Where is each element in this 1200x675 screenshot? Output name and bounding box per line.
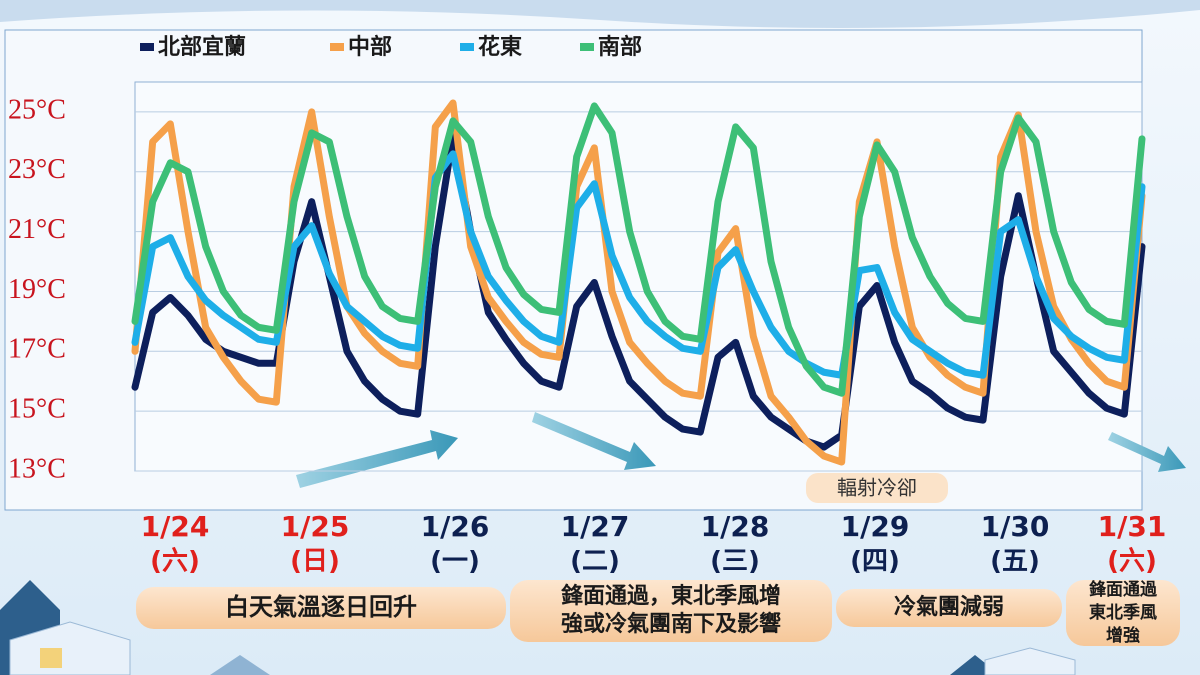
y-tick-label: 15°C bbox=[8, 394, 66, 425]
date-label: 1/29 bbox=[841, 510, 910, 543]
scenery bbox=[0, 580, 1076, 675]
legend-swatch bbox=[580, 43, 594, 51]
y-tick-label: 13°C bbox=[8, 453, 66, 484]
series-line bbox=[131, 150, 1146, 379]
date-label: 1/30 bbox=[981, 510, 1050, 543]
weekday-label: (一) bbox=[430, 547, 480, 577]
y-tick-label: 17°C bbox=[8, 334, 66, 365]
annotation-box bbox=[806, 473, 948, 503]
arrow-down bbox=[532, 412, 656, 470]
banner-text: 東北季風 bbox=[1089, 602, 1157, 623]
banner bbox=[836, 589, 1062, 627]
weekday-label: (三) bbox=[710, 547, 760, 577]
hill bbox=[210, 655, 270, 675]
banner bbox=[136, 587, 506, 629]
banner-text: 鋒面通過，東北季風增 bbox=[560, 583, 781, 609]
weekday-label: (五) bbox=[990, 547, 1040, 577]
window bbox=[40, 648, 62, 668]
banner bbox=[510, 580, 832, 642]
weekday-label: (六) bbox=[150, 547, 200, 577]
house bbox=[984, 647, 1076, 675]
banner-text: 冷氣團減弱 bbox=[894, 594, 1004, 620]
arrow-down-right bbox=[1108, 432, 1186, 472]
banner bbox=[1066, 580, 1180, 646]
y-tick-label: 21°C bbox=[8, 214, 66, 245]
date-label: 1/25 bbox=[281, 510, 350, 543]
legend-label: 南部 bbox=[598, 34, 642, 60]
banner-text: 強或冷氣團南下及影響 bbox=[561, 611, 781, 637]
weekday-label: (四) bbox=[850, 547, 900, 577]
banner-text: 鋒面通過 bbox=[1088, 579, 1158, 600]
legend-label: 中部 bbox=[348, 34, 392, 60]
date-label: 1/28 bbox=[701, 510, 770, 543]
date-label: 1/24 bbox=[141, 510, 210, 543]
legend-swatch bbox=[330, 43, 344, 51]
weekday-label: (二) bbox=[570, 547, 620, 577]
weekday-label: (六) bbox=[1107, 547, 1157, 577]
series-line bbox=[131, 102, 1146, 397]
legend-label: 北部宜蘭 bbox=[158, 34, 246, 60]
annotation: 輻射冷卻 bbox=[837, 476, 917, 500]
y-tick-label: 23°C bbox=[8, 154, 66, 185]
date-label: 1/26 bbox=[421, 510, 490, 543]
banner-text: 白天氣溫逐日回升 bbox=[225, 593, 417, 621]
date-label: 1/31 bbox=[1098, 510, 1167, 543]
series-line bbox=[131, 99, 1146, 466]
y-tick-label: 25°C bbox=[8, 94, 66, 125]
date-label: 1/27 bbox=[561, 510, 630, 543]
y-tick-label: 19°C bbox=[8, 274, 66, 305]
banner-text: 增強 bbox=[1106, 625, 1140, 646]
top-wave bbox=[0, 0, 1200, 28]
legend-label: 花東 bbox=[478, 34, 522, 60]
legend-swatch bbox=[140, 43, 154, 51]
weekday-label: (日) bbox=[290, 547, 340, 577]
arrow-up bbox=[296, 430, 458, 488]
legend-swatch bbox=[460, 43, 474, 51]
trend-arrows bbox=[296, 412, 1186, 488]
